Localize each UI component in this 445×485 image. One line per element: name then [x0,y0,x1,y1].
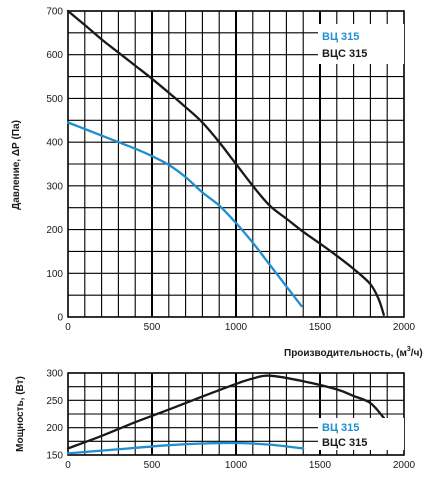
y-tick-label: 200 [46,423,63,434]
y-tick-label: 250 [46,396,63,407]
series-line-vtss-315 [66,374,385,450]
series-line-vtss-315 [66,9,385,316]
pressure-legend-item: ВЦС 315 [322,48,367,60]
y-tick-label: 150 [46,451,63,462]
y-tick-label: 300 [46,369,63,380]
x-tick-label: 1500 [309,322,332,333]
pressure-chart: 0 500 1000 1500 2000 0 100 200 300 400 500 600 700 Д… [11,7,423,360]
y-tick-label: 600 [46,50,63,61]
x-tick-label: 1500 [309,460,332,471]
x-tick-label: 500 [144,460,161,471]
pressure-x-axis-label: Производительность, (м3/ч) [284,346,423,359]
power-legend: ВЦ 315 ВЦС 315 [318,418,404,450]
power-y-axis-label: Мощность, (Вт) [15,376,26,452]
pressure-legend-box [318,24,404,64]
power-chart: 0 500 1000 1500 2000 150 200 250 300 Мощность, (… [15,369,416,472]
power-legend-box [318,418,404,450]
x-tick-label: 2000 [393,322,416,333]
y-tick-label: 400 [46,138,63,149]
pressure-ticks: 0 500 1000 1500 2000 0 100 200 300 400 500 600 700 [46,7,415,334]
y-tick-label: 100 [46,269,63,280]
pressure-legend-item: ВЦ 315 [322,31,359,43]
x-tick-label: 500 [144,322,161,333]
x-tick-label: 1000 [225,460,248,471]
x-tick-label: 0 [65,322,71,333]
series-line-vts-315 [66,441,305,455]
y-tick-label: 200 [46,225,63,236]
power-legend-item: ВЦ 315 [322,422,359,434]
y-tick-label: 300 [46,181,63,192]
y-tick-label: 700 [46,7,63,18]
pressure-series [66,9,385,316]
power-legend-item: ВЦС 315 [322,437,367,449]
power-ticks: 0 500 1000 1500 2000 150 200 250 300 [46,369,415,472]
pressure-legend: ВЦ 315 ВЦС 315 [318,24,404,64]
series-line-vts-315 [66,121,303,308]
x-tick-label: 1000 [225,322,248,333]
x-tick-label: 0 [65,460,71,471]
power-series [66,374,385,455]
pressure-y-axis-label: Давление, ΔР (Па) [11,120,22,210]
y-tick-label: 0 [57,313,63,324]
y-tick-label: 500 [46,94,63,105]
x-tick-label: 2000 [393,460,416,471]
